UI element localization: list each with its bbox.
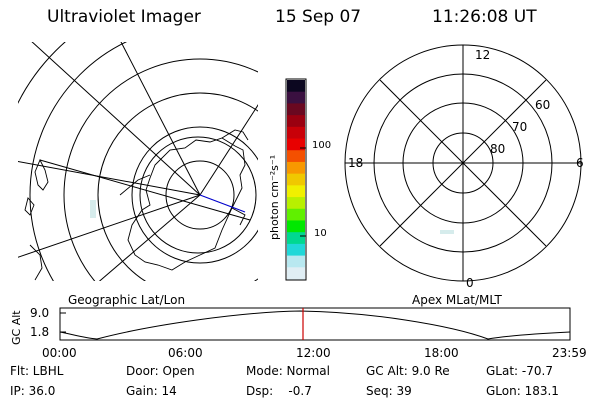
mlat-label-80: 80 — [490, 142, 506, 156]
colorbar-band — [287, 208, 305, 222]
mode-info: Mode: Normal — [246, 364, 330, 378]
mlat-label-60: 60 — [535, 98, 551, 112]
mlat-label-70: 70 — [512, 120, 528, 134]
time-label: 11:26:08 UT — [432, 7, 537, 27]
glon-info: GLon: 183.1 — [486, 384, 559, 398]
mlt-label-12: 12 — [475, 48, 491, 62]
mlt-label-18: 18 — [348, 156, 364, 170]
colorbar-band — [287, 115, 305, 128]
colorbar-band — [287, 267, 305, 280]
time-tick-0000: 00:00 — [42, 346, 77, 360]
time-tick-1200: 12:00 — [296, 346, 331, 360]
app-title: Ultraviolet Imager — [47, 7, 201, 27]
time-tick-0600: 06:00 — [168, 346, 203, 360]
door-info: Door: Open — [126, 364, 195, 378]
altitude-ytick-9: 9.0 — [30, 306, 50, 320]
colorbar-band — [287, 91, 305, 105]
dsp-info: Dsp: -0.7 — [246, 384, 312, 398]
mlt-label-0: 0 — [466, 276, 474, 290]
colorbar-band — [287, 161, 305, 175]
colorbar-band — [287, 243, 305, 257]
date-label: 15 Sep 07 — [275, 7, 362, 27]
altitude-ylabel: GC Alt — [10, 310, 23, 345]
time-tick-2359: 23:59 — [552, 346, 587, 360]
colorbar-band — [287, 185, 305, 198]
colorbar-band — [287, 80, 305, 93]
colorbar-band — [287, 150, 305, 163]
seq-info: Seq: 39 — [366, 384, 412, 398]
glat-info: GLat: -70.7 — [486, 364, 553, 378]
right-map-label: Apex MLat/MLT — [412, 293, 502, 307]
altitude-ytick-1-8: 1.8 — [30, 325, 50, 339]
time-tick-1800: 18:00 — [424, 346, 459, 360]
gcalt-info: GC Alt: 9.0 Re — [366, 364, 450, 378]
colorbar-tick-100: 100 — [312, 140, 332, 151]
flt-info: Flt: LBHL — [10, 364, 64, 378]
colorbar-band — [287, 126, 305, 140]
colorbar-band — [287, 220, 305, 233]
gain-info: Gain: 14 — [126, 384, 177, 398]
ip-info: IP: 36.0 — [10, 384, 56, 398]
colorbar-band — [287, 255, 305, 268]
left-map-label: Geographic Lat/Lon — [68, 293, 186, 307]
colorbar-band — [287, 103, 305, 116]
mlt-label-6: 6 — [576, 156, 584, 170]
colorbar-tick-10: 10 — [314, 228, 327, 239]
colorbar-band — [287, 232, 305, 245]
colorbar-band — [287, 197, 305, 210]
colorbar-band — [287, 173, 305, 186]
